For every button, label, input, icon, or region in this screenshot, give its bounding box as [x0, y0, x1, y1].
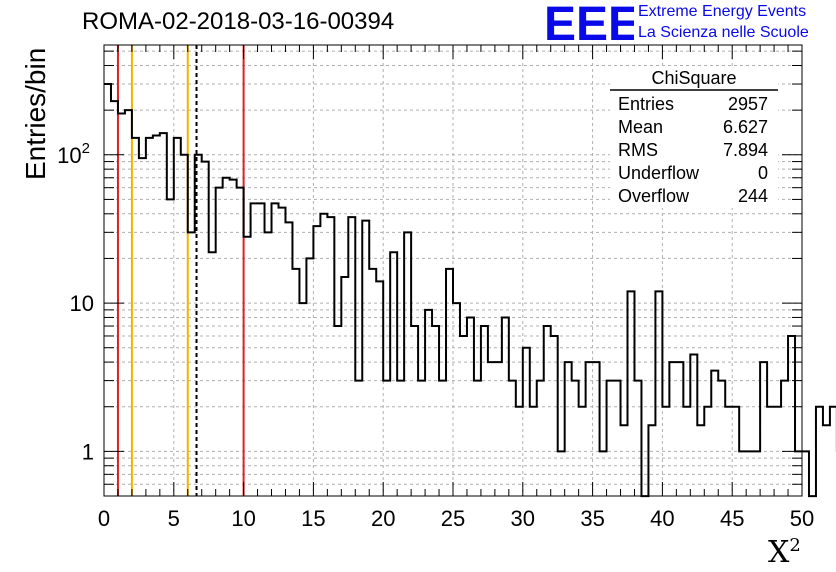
- stats-row-label: Underflow: [618, 163, 700, 183]
- stats-row-value: 0: [758, 163, 768, 183]
- x-axis-label: X2: [768, 535, 801, 570]
- y-tick-label: 1: [82, 439, 94, 464]
- logo-line-2: La Scienza nelle Scuole: [638, 24, 809, 41]
- x-tick-label: 0: [98, 506, 110, 531]
- y-tick-label-base: 10: [57, 143, 81, 168]
- eee-logo-text: EEE: [544, 0, 634, 44]
- x-tick-label: 40: [650, 506, 674, 531]
- histogram-layer: [104, 83, 836, 498]
- x-tick-label: 45: [720, 506, 744, 531]
- x-tick-label: 10: [231, 506, 255, 531]
- histogram-steps: [104, 83, 836, 498]
- stats-row-value: 7.894: [723, 140, 768, 160]
- x-tick-label: 30: [511, 506, 535, 531]
- stats-row-value: 244: [738, 186, 768, 206]
- eee-logo: EEE: [544, 0, 634, 44]
- stats-box: ChiSquare Entries 2957 Mean 6.627 RMS 7.894 Und…: [610, 66, 778, 208]
- stats-row-label: Mean: [618, 117, 663, 137]
- y-tick-label: 10: [70, 291, 94, 316]
- marker-lines-layer: [116, 45, 245, 496]
- y-tick-label: 102: [57, 140, 90, 168]
- grid-layer: [104, 45, 802, 496]
- x-axis-label-superscript: 2: [789, 535, 801, 556]
- x-axis-label-base: X: [768, 535, 790, 570]
- x-tick-label: 50: [790, 506, 814, 531]
- stats-row-label: Overflow: [618, 186, 690, 206]
- x-tick-label: 15: [301, 506, 325, 531]
- logo-line-1: Extreme Energy Events: [638, 3, 807, 20]
- x-tick-label: 35: [580, 506, 604, 531]
- stats-row-label: Entries: [618, 94, 674, 114]
- stats-row-value: 2957: [728, 94, 768, 114]
- stats-row-value: 6.627: [723, 117, 768, 137]
- chart-title: ROMA-02-2018-03-16-00394: [82, 8, 395, 35]
- x-tick-label: 20: [371, 506, 395, 531]
- x-tick-label: 5: [168, 506, 180, 531]
- y-tick-label-exponent: 2: [82, 140, 90, 157]
- stats-title: ChiSquare: [651, 68, 736, 88]
- x-tick-label: 25: [441, 506, 465, 531]
- stats-row-label: RMS: [618, 140, 658, 160]
